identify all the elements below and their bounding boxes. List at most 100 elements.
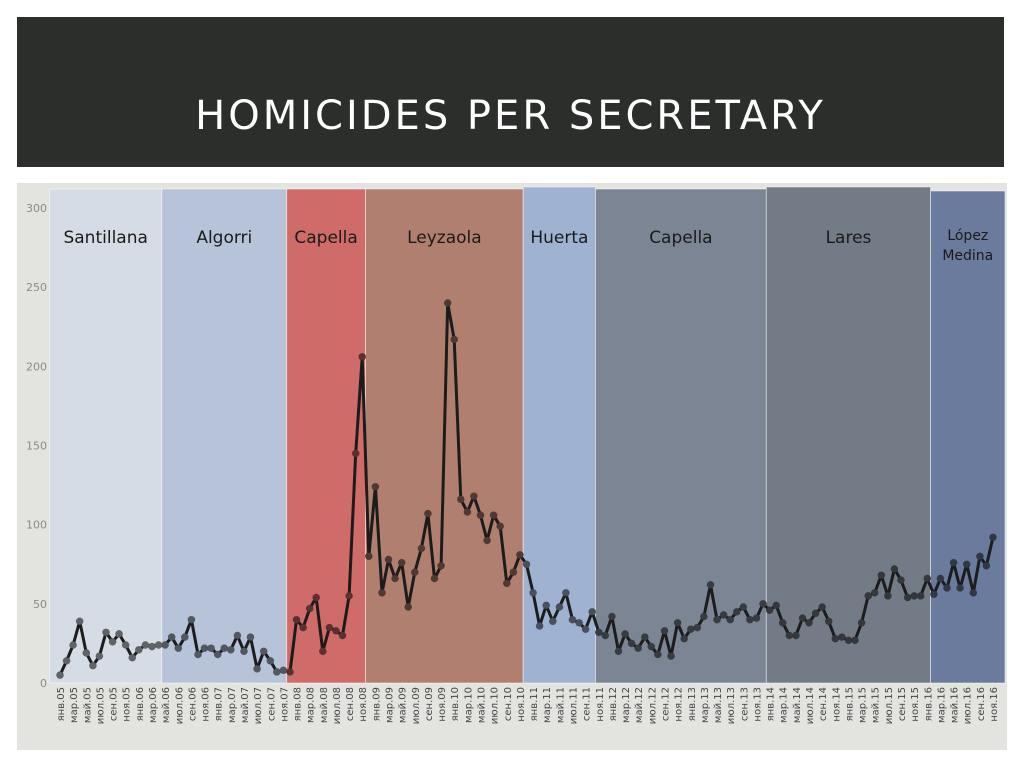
x-tick-label: май.14 [792,687,803,723]
x-tick-label: ноя.05 [122,687,133,722]
data-point [575,618,583,627]
data-point [903,593,912,602]
data-point [417,544,426,553]
slide-title: HOMICIDES PER SECRETARY [195,93,826,139]
data-point [272,668,281,676]
x-tick-label: май.10 [477,687,488,723]
data-point [391,574,399,583]
data-point [286,668,294,676]
data-point [345,592,353,600]
data-point [180,633,189,641]
x-tick-label: июл.12 [647,687,658,724]
data-point [430,574,439,583]
data-point [456,495,465,504]
data-point [962,560,971,569]
data-point [496,522,505,531]
data-point [161,641,169,649]
data-point [75,617,84,626]
region-label: Medina [942,248,993,264]
region-label: Capella [294,228,357,248]
region-label: Santillana [63,228,147,248]
x-tick-label: сен.06 [187,687,198,721]
x-tick-label: май.12 [634,687,645,723]
data-point [134,645,143,654]
data-point [266,656,275,665]
data-point [667,652,675,660]
data-point [982,561,991,570]
x-tick-label: ноя.10 [516,687,527,722]
x-tick-label: янв.10 [450,687,461,721]
data-point [351,449,360,458]
x-tick-label: май.05 [82,687,93,723]
data-point [693,623,702,632]
x-tick-label: ноя.15 [910,687,921,722]
data-point [884,592,892,600]
data-point [726,615,735,624]
x-tick-label: сен.10 [503,687,514,721]
data-point [857,618,866,627]
data-point [364,552,373,561]
data-point [489,511,498,520]
x-tick-label: май.11 [555,687,566,723]
data-point [772,601,781,610]
data-point [404,603,413,611]
data-point [673,618,682,627]
x-tick-label: янв.06 [135,687,146,721]
x-tick-label: июл.15 [884,687,895,724]
x-tick-label: мар.10 [463,687,474,723]
data-point [325,623,334,632]
data-point [332,626,340,635]
data-point [470,492,478,501]
x-tick-label: янв.11 [529,687,540,721]
data-point [739,603,748,611]
x-tick-label: июл.06 [174,687,185,724]
data-point [259,647,268,656]
data-point [930,590,938,599]
data-point [680,634,689,643]
x-tick-label: мар.05 [69,687,80,723]
x-tick-label: янв.09 [371,687,382,721]
region-label: López [947,228,988,244]
data-point [476,511,485,520]
region-label: Huerta [530,228,588,248]
data-point [746,615,754,624]
data-point [647,642,656,651]
data-point [844,636,853,645]
data-point [621,630,629,638]
data-point [443,299,452,307]
data-point [207,644,215,653]
data-point [824,617,833,626]
x-tick-label: ноя.12 [674,687,685,722]
data-point [378,588,386,597]
data-point [936,574,945,583]
x-tick-label: май.15 [871,687,882,723]
data-point [141,641,150,649]
data-point [601,631,610,640]
data-point [233,631,242,640]
x-tick-label: май.07 [240,687,251,723]
x-tick-label: сен.09 [424,687,435,721]
region-band [765,186,931,684]
data-point [634,644,643,653]
x-tick-label: сен.15 [897,687,908,721]
data-point [548,617,557,626]
x-tick-label: ноя.06 [201,687,212,722]
data-point [102,628,110,637]
data-point [502,579,511,588]
chart-frame: Santillana Algorri Capella Leyzaola Huerta Ca… [17,183,1007,750]
x-tick-label: янв.14 [766,687,777,721]
data-point [397,558,406,567]
x-tick-label: июл.14 [805,687,816,724]
data-point [220,644,229,653]
data-point [299,623,307,632]
data-point [240,647,248,656]
data-point [358,352,367,361]
x-tick-label: ноя.16 [989,687,1000,722]
data-point [246,633,255,641]
data-point [148,642,156,651]
data-point [713,615,721,624]
data-point [956,584,964,592]
data-point [765,606,774,615]
data-point [424,509,432,518]
data-point [594,628,603,637]
